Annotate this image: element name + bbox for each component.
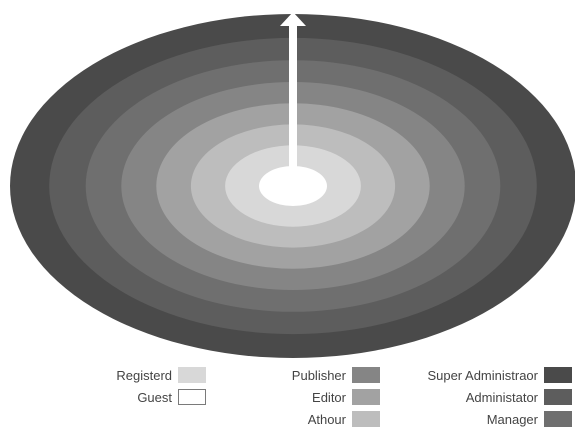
legend-label: Guest — [137, 389, 172, 405]
legend-item: Registerd — [70, 366, 206, 384]
legend-item: Guest — [70, 388, 206, 406]
legend-column-admin: Super Administraor Administator Manager — [380, 366, 572, 432]
legend-label: Editor — [312, 389, 346, 405]
legend-swatch — [352, 367, 380, 383]
up-arrow-icon — [280, 12, 306, 186]
legend-column-basic: Registerd Guest — [70, 366, 206, 410]
legend-label: Registerd — [116, 367, 172, 383]
legend-item: Publisher — [220, 366, 380, 384]
legend-column-content: Publisher Editor Athour — [220, 366, 380, 432]
legend-swatch — [352, 389, 380, 405]
legend-item: Manager — [380, 410, 572, 428]
concentric-rings — [10, 12, 575, 358]
legend-swatch — [352, 411, 380, 427]
legend-swatch — [178, 367, 206, 383]
legend-swatch — [178, 389, 206, 405]
legend-item: Super Administraor — [380, 366, 572, 384]
legend-label: Administator — [465, 389, 538, 405]
legend-swatch — [544, 411, 572, 427]
legend-swatch — [544, 389, 572, 405]
legend-item: Athour — [220, 410, 380, 428]
legend-label: Publisher — [291, 367, 346, 383]
legend-swatch — [544, 367, 572, 383]
legend-label: Super Administraor — [427, 367, 538, 383]
legend-label: Athour — [307, 411, 346, 427]
legend-label: Manager — [486, 411, 538, 427]
legend-item: Administator — [380, 388, 572, 406]
legend-item: Editor — [220, 388, 380, 406]
